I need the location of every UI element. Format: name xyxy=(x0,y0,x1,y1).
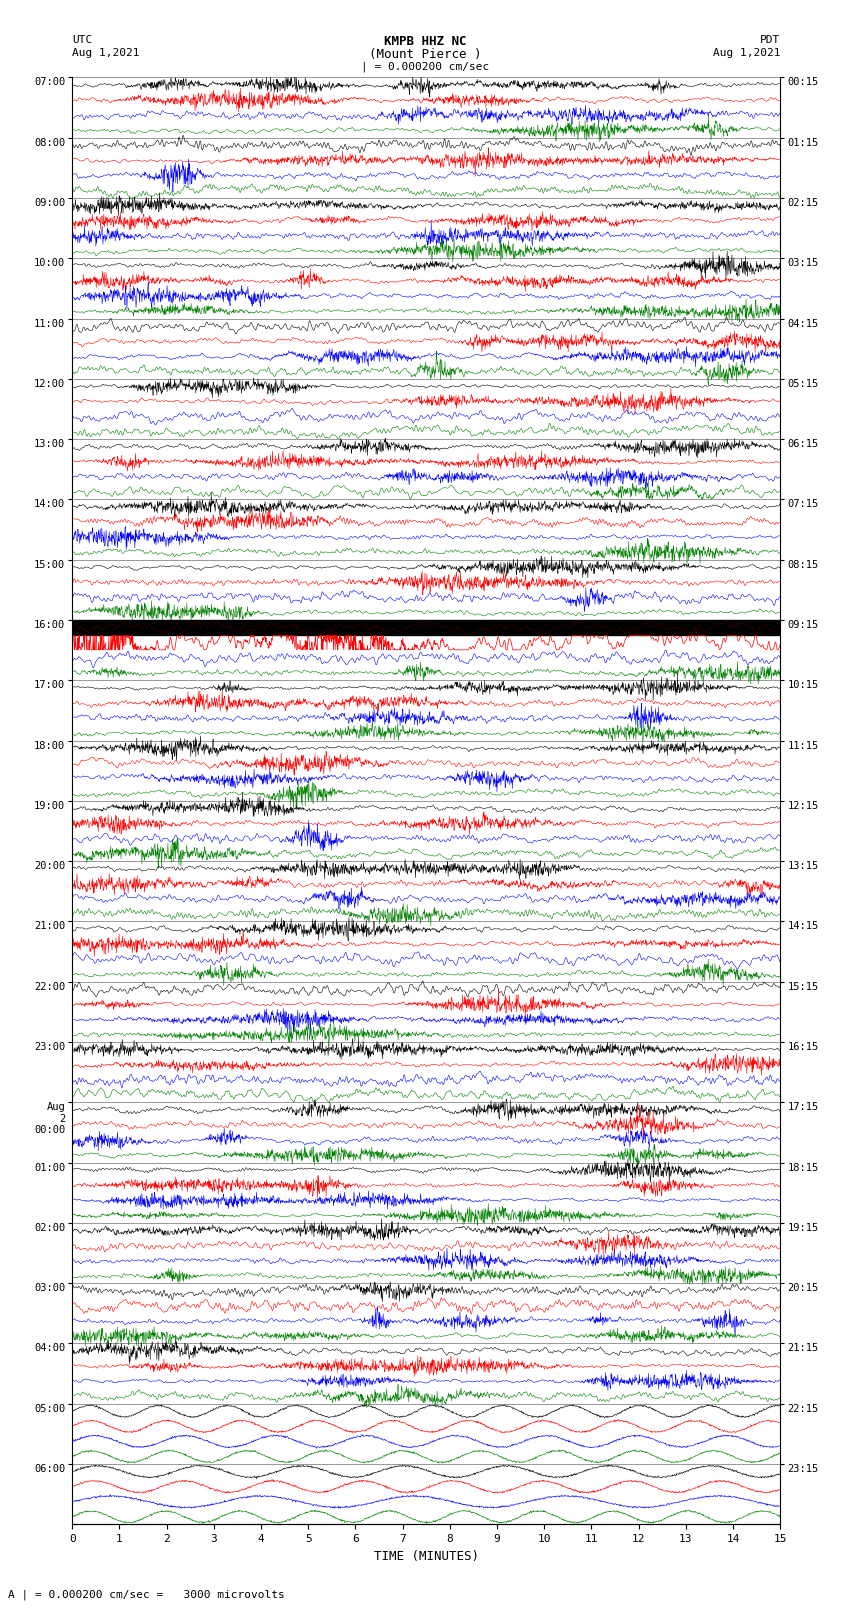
Text: Aug 1,2021: Aug 1,2021 xyxy=(72,48,139,58)
Text: A | = 0.000200 cm/sec =   3000 microvolts: A | = 0.000200 cm/sec = 3000 microvolts xyxy=(8,1589,286,1600)
Text: PDT: PDT xyxy=(760,35,780,45)
X-axis label: TIME (MINUTES): TIME (MINUTES) xyxy=(374,1550,479,1563)
Text: KMPB HHZ NC: KMPB HHZ NC xyxy=(383,35,467,48)
Text: Aug 1,2021: Aug 1,2021 xyxy=(713,48,780,58)
Bar xyxy=(72,619,780,636)
Text: UTC: UTC xyxy=(72,35,93,45)
Text: (Mount Pierce ): (Mount Pierce ) xyxy=(369,48,481,61)
Text: | = 0.000200 cm/sec: | = 0.000200 cm/sec xyxy=(361,61,489,73)
